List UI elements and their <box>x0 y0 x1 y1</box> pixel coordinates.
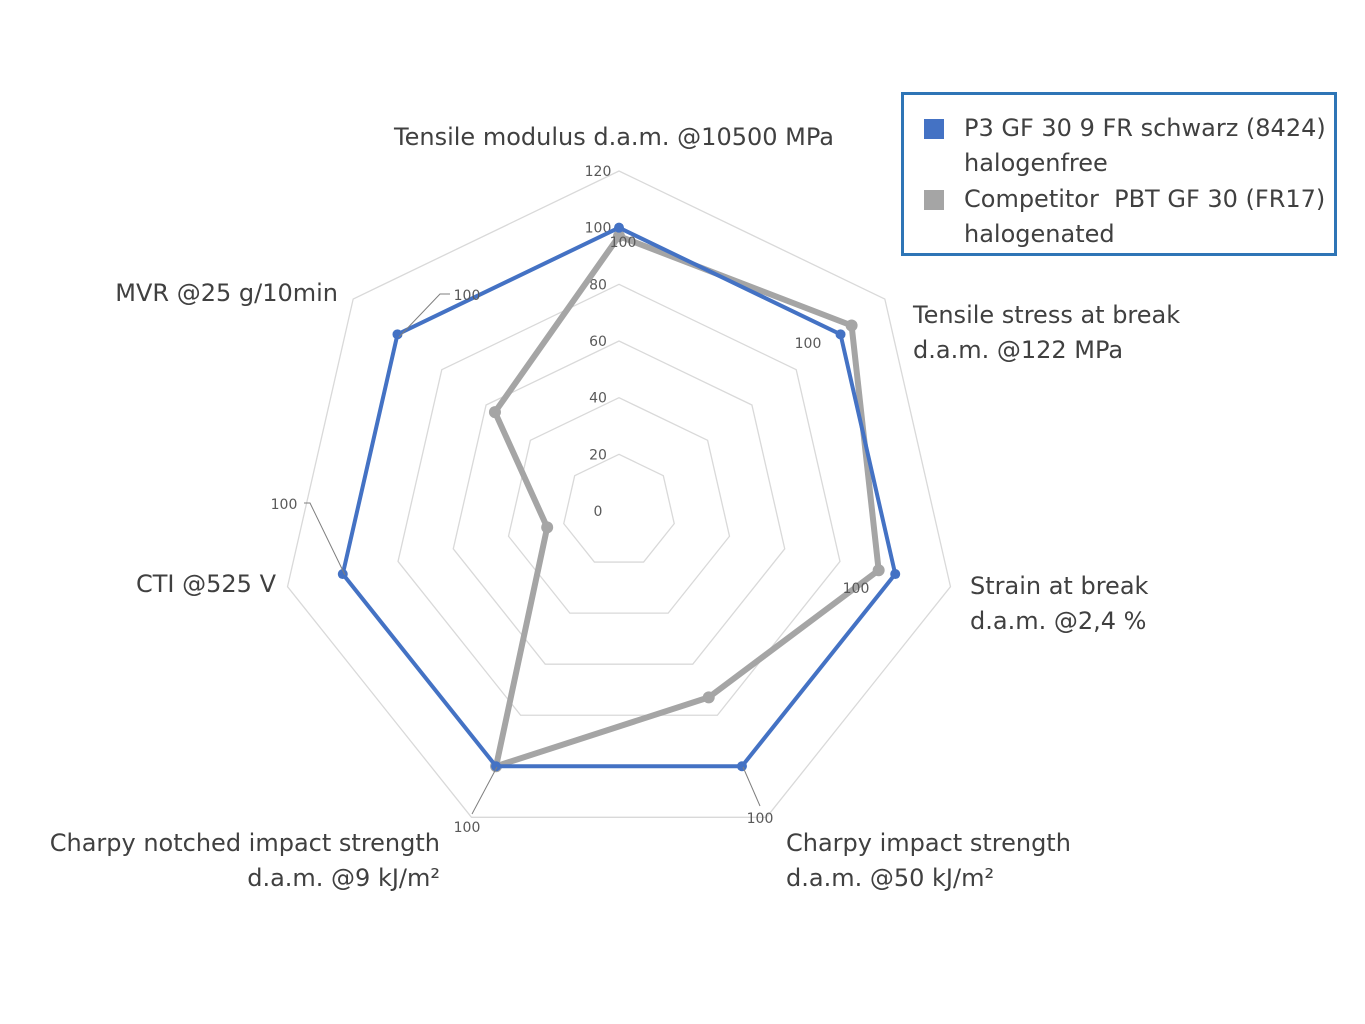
data-point <box>835 329 846 340</box>
legend-item-series-2: Competitor PBT GF 30 (FR17) halogenated <box>924 182 1325 252</box>
data-point <box>491 761 502 772</box>
axis-label: MVR @25 g/10min <box>115 279 338 307</box>
data-point <box>736 761 747 772</box>
tick-label: 40 <box>589 391 607 407</box>
axis-label: CTI @525 V <box>136 570 277 598</box>
legend-swatch-series-2 <box>924 190 944 210</box>
tick-label: 20 <box>589 447 607 463</box>
axis-labels: Tensile modulus d.a.m. @10500 MPa Tensile… <box>50 123 1181 892</box>
series-line <box>491 233 882 770</box>
grid-ring <box>563 453 675 563</box>
data-label: 100 <box>271 497 298 513</box>
leader-line <box>471 766 498 815</box>
grid-ring <box>452 340 786 665</box>
data-label: 100 <box>610 235 637 251</box>
leader-line <box>742 766 761 807</box>
data-point <box>337 569 348 580</box>
leader-line <box>398 293 450 338</box>
tick-label: 0 <box>594 504 603 520</box>
axis-label: Tensile modulus d.a.m. @10500 MPa <box>393 123 834 151</box>
grid-ring <box>507 396 731 614</box>
legend-label-series-1: P3 GF 30 9 FR schwarz (8424) halogenfree <box>964 114 1326 177</box>
radar-grid <box>286 170 952 818</box>
axis-label: Charpy impact strength d.a.m. @50 kJ/m² <box>786 829 1071 892</box>
axis-label: Strain at break d.a.m. @2,4 % <box>970 572 1149 635</box>
data-point <box>541 521 554 534</box>
axis-label: Charpy notched impact strength d.a.m. @9 … <box>50 829 440 892</box>
legend-swatch-series-1 <box>924 119 944 139</box>
data-point <box>845 319 858 332</box>
data-point <box>872 564 885 577</box>
leader-line <box>304 502 346 576</box>
data-point <box>488 406 501 419</box>
tick-label: 60 <box>589 334 607 350</box>
legend-label-series-2: Competitor PBT GF 30 (FR17) halogenated <box>964 185 1326 248</box>
data-point <box>613 230 625 243</box>
grid-ring <box>286 170 952 818</box>
data-point <box>702 691 715 704</box>
axis-label: Tensile stress at break d.a.m. @122 MPa <box>912 301 1180 364</box>
data-labels: 100 100 100 100 100 100 100 <box>271 235 870 836</box>
data-point <box>614 222 624 233</box>
data-label: 100 <box>843 581 870 597</box>
tick-label: 120 <box>585 164 612 180</box>
data-point <box>890 569 901 580</box>
data-label: 100 <box>747 811 774 827</box>
grid-ring <box>397 283 841 716</box>
tick-label: 80 <box>589 277 607 293</box>
series-line <box>340 225 898 769</box>
data-label: 100 <box>454 288 481 304</box>
data-point <box>392 329 403 340</box>
legend-item-series-1: P3 GF 30 9 FR schwarz (8424) halogenfree <box>924 111 1326 181</box>
data-label: 100 <box>795 336 822 352</box>
data-label: 100 <box>454 820 481 836</box>
legend: P3 GF 30 9 FR schwarz (8424) halogenfree… <box>901 92 1337 256</box>
series-group <box>337 222 901 773</box>
